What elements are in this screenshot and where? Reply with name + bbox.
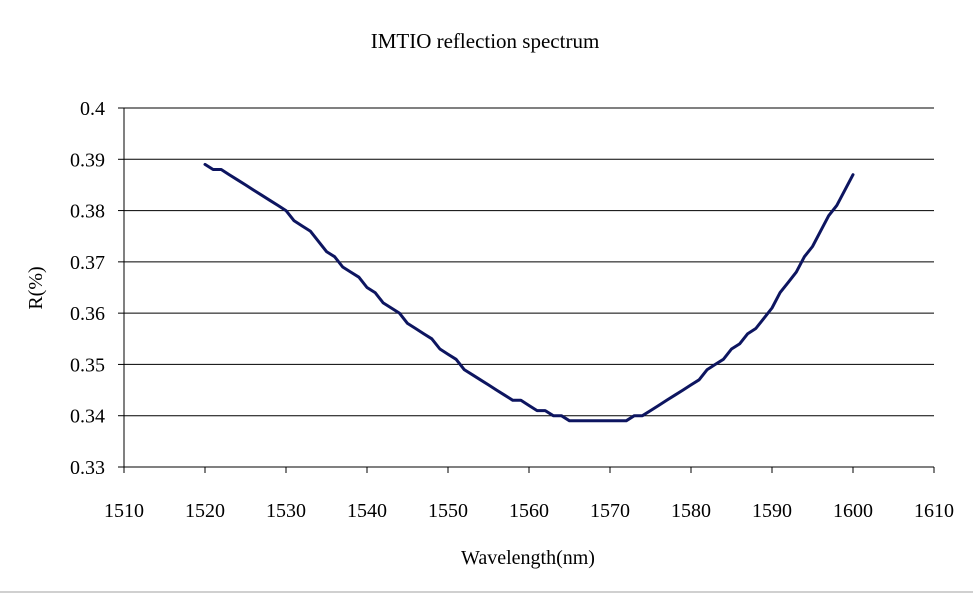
x-tick-label: 1510 [104,500,144,522]
y-tick-label: 0.33 [70,457,105,479]
axes [118,107,935,473]
x-tick-label: 1540 [347,500,387,522]
y-tick-labels: 0.33 0.34 0.35 0.36 0.37 0.38 0.39 0.4 [70,98,105,479]
chart-title: IMTIO reflection spectrum [371,29,600,53]
y-tick-label: 0.39 [70,149,105,171]
x-tick-label: 1590 [752,500,792,522]
y-tick-label: 0.36 [70,303,105,325]
series-line [203,162,855,423]
x-tick-label: 1580 [671,500,711,522]
y-axis-label: R(%) [25,266,47,309]
x-tick-label: 1520 [185,500,225,522]
x-tick-label: 1530 [266,500,306,522]
x-tick-labels: 1510 1520 1530 1540 1550 1560 1570 1580 1590 1600… [104,500,954,522]
x-tick-label: 1610 [914,500,954,522]
y-tick-label: 0.35 [70,354,105,376]
y-tick-label: 0.4 [80,98,105,120]
x-tick-label: 1550 [428,500,468,522]
bottom-divider [0,591,973,593]
gridlines [124,107,934,417]
y-tick-label: 0.38 [70,201,105,223]
x-tick-label: 1560 [509,500,549,522]
x-tick-label: 1570 [590,500,630,522]
series-group [203,162,855,423]
x-tick-label: 1600 [833,500,873,522]
x-axis-label: Wavelength(nm) [461,547,595,569]
y-tick-label: 0.34 [70,406,105,428]
y-tick-label: 0.37 [70,252,105,274]
